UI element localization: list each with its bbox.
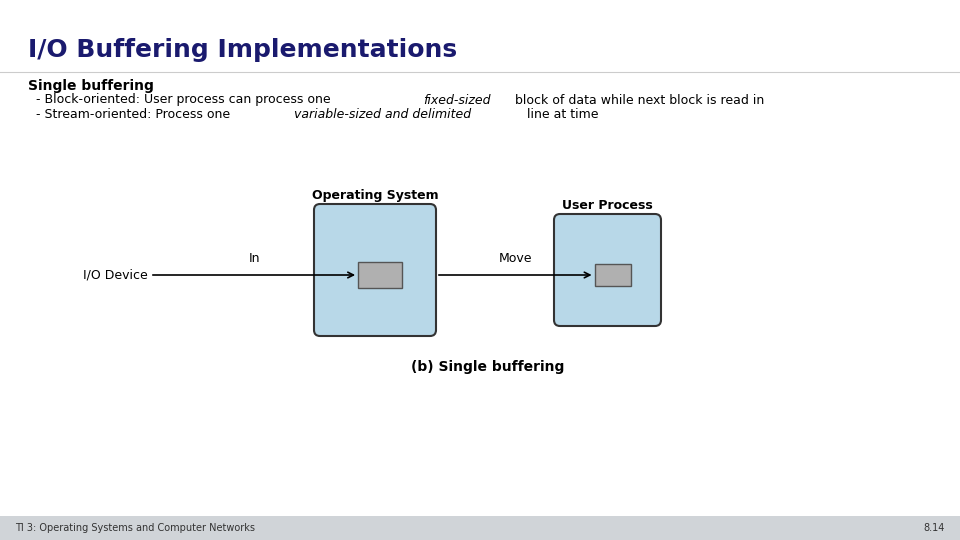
Text: User Process: User Process (563, 199, 653, 212)
Text: block of data while next block is read in: block of data while next block is read i… (511, 93, 764, 106)
FancyBboxPatch shape (314, 204, 436, 336)
Text: line at time: line at time (522, 107, 598, 120)
Text: (b) Single buffering: (b) Single buffering (411, 360, 564, 374)
Text: - Stream-oriented: Process one: - Stream-oriented: Process one (28, 107, 234, 120)
Bar (594, 264, 631, 286)
Text: I/O Device: I/O Device (84, 268, 148, 281)
Text: Move: Move (498, 252, 532, 265)
Text: 8.14: 8.14 (924, 523, 945, 533)
Text: TI 3: Operating Systems and Computer Networks: TI 3: Operating Systems and Computer Net… (15, 523, 255, 533)
Text: fixed-sized: fixed-sized (423, 93, 492, 106)
Text: variable-sized and delimited: variable-sized and delimited (294, 107, 471, 120)
Text: In: In (249, 252, 260, 265)
Bar (358, 262, 402, 288)
Text: I/O Buffering Implementations: I/O Buffering Implementations (28, 38, 457, 62)
Text: Operating System: Operating System (312, 189, 439, 202)
Text: Single buffering: Single buffering (28, 79, 154, 93)
Text: - Block-oriented: User process can process one: - Block-oriented: User process can proce… (28, 93, 335, 106)
Bar (0, 516, 960, 540)
FancyBboxPatch shape (554, 214, 661, 326)
